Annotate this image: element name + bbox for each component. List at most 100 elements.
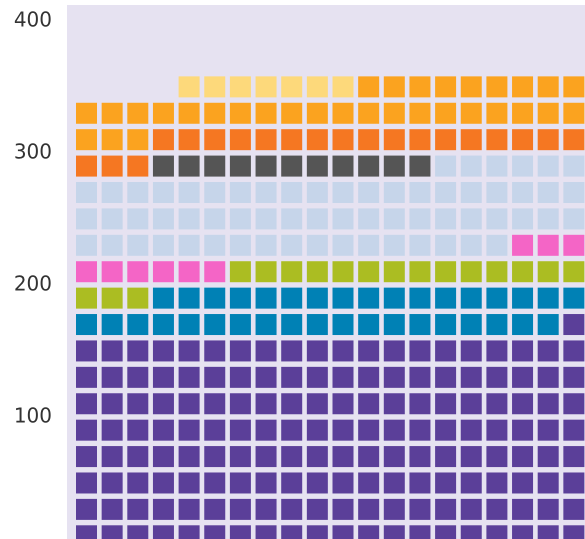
waffle-cell: [537, 525, 559, 539]
waffle-cell: [460, 102, 482, 124]
waffle-cell: [76, 446, 97, 468]
waffle-cell: [409, 446, 431, 468]
waffle-cell: [512, 498, 534, 520]
waffle-cell: [127, 181, 149, 203]
waffle-cell: [409, 76, 431, 98]
waffle-cell: [127, 287, 149, 309]
waffle-cell: [512, 287, 534, 309]
waffle-cell: [127, 525, 149, 539]
waffle-cell: [409, 419, 431, 441]
waffle-cell: [281, 287, 303, 309]
waffle-cell: [152, 181, 174, 203]
waffle-cell: [460, 129, 482, 151]
waffle-cell: [358, 234, 380, 256]
waffle-cell: [563, 393, 585, 415]
waffle-cell: [152, 393, 174, 415]
waffle-cell: [383, 261, 405, 283]
waffle-cell: [255, 446, 277, 468]
waffle-cell: [306, 366, 328, 388]
waffle-cell: [255, 129, 277, 151]
y-tick-label: 100: [14, 403, 52, 427]
waffle-cell: [204, 234, 226, 256]
waffle-cell: [127, 261, 149, 283]
waffle-cell: [332, 234, 354, 256]
waffle-cell: [76, 498, 97, 520]
waffle-cell: [127, 366, 149, 388]
waffle-cell: [281, 340, 303, 362]
waffle-cell: [127, 340, 149, 362]
waffle-cell: [204, 155, 226, 177]
waffle-cell: [229, 498, 251, 520]
waffle-cell: [152, 419, 174, 441]
waffle-cell: [409, 340, 431, 362]
waffle-cell: [229, 340, 251, 362]
waffle-cell: [255, 498, 277, 520]
waffle-cell: [537, 261, 559, 283]
waffle-cell: [281, 261, 303, 283]
waffle-cell: [358, 287, 380, 309]
waffle-cell: [332, 472, 354, 494]
waffle-cell: [358, 419, 380, 441]
waffle-cell: [101, 234, 123, 256]
waffle-cell: [358, 498, 380, 520]
waffle-cell: [435, 498, 457, 520]
waffle-cell: [178, 498, 200, 520]
waffle-cell: [204, 181, 226, 203]
waffle-cell: [537, 446, 559, 468]
waffle-cell: [281, 102, 303, 124]
waffle-cell: [229, 155, 251, 177]
waffle-cell: [486, 76, 508, 98]
waffle-cell: [76, 181, 97, 203]
waffle-cell: [281, 446, 303, 468]
waffle-cell: [204, 498, 226, 520]
waffle-cell: [460, 446, 482, 468]
waffle-cell: [178, 155, 200, 177]
waffle-cell: [127, 419, 149, 441]
waffle-cell: [512, 340, 534, 362]
waffle-cell: [383, 102, 405, 124]
waffle-cell: [306, 181, 328, 203]
waffle-cell: [178, 446, 200, 468]
waffle-cell: [358, 314, 380, 336]
waffle-cell: [332, 181, 354, 203]
waffle-cell: [332, 208, 354, 230]
waffle-cell: [383, 498, 405, 520]
waffle-cell: [101, 419, 123, 441]
waffle-cell: [76, 472, 97, 494]
waffle-cell: [512, 366, 534, 388]
waffle-cell: [383, 393, 405, 415]
waffle-cell: [486, 419, 508, 441]
waffle-cell: [152, 234, 174, 256]
waffle-cell: [101, 102, 123, 124]
waffle-cell: [486, 287, 508, 309]
waffle-cell: [101, 472, 123, 494]
waffle-cell: [127, 472, 149, 494]
waffle-cell: [306, 419, 328, 441]
waffle-cell: [229, 314, 251, 336]
waffle-cell: [152, 525, 174, 539]
waffle-cell: [255, 525, 277, 539]
waffle-cell: [435, 129, 457, 151]
waffle-cell: [460, 181, 482, 203]
waffle-cell: [435, 446, 457, 468]
waffle-cell: [306, 446, 328, 468]
waffle-cell: [229, 525, 251, 539]
waffle-cell: [512, 208, 534, 230]
y-tick-label: 200: [14, 271, 52, 295]
waffle-cell: [460, 419, 482, 441]
waffle-cell: [332, 155, 354, 177]
waffle-cell: [306, 234, 328, 256]
waffle-cell: [127, 498, 149, 520]
waffle-cell: [409, 498, 431, 520]
waffle-cell: [537, 181, 559, 203]
waffle-cell: [229, 129, 251, 151]
waffle-cell: [152, 261, 174, 283]
waffle-cell: [460, 76, 482, 98]
waffle-cell: [512, 393, 534, 415]
waffle-cell: [486, 129, 508, 151]
waffle-cell: [101, 287, 123, 309]
waffle-cell: [281, 472, 303, 494]
waffle-cell: [255, 208, 277, 230]
waffle-cell: [76, 419, 97, 441]
